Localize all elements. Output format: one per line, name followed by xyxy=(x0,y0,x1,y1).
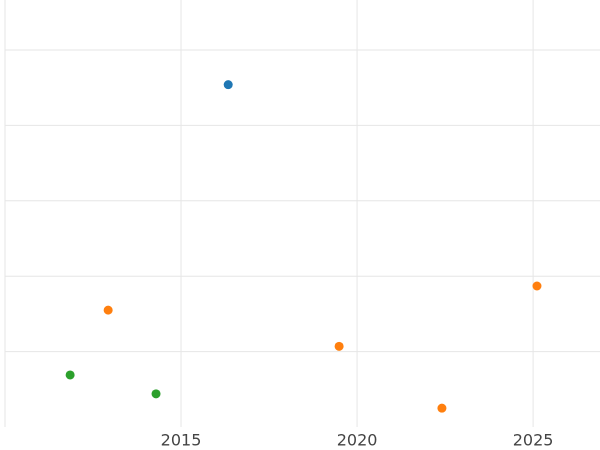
point xyxy=(151,389,161,399)
x-tick-label: 2025 xyxy=(513,431,554,450)
x-tick-label: 2020 xyxy=(337,431,378,450)
point xyxy=(437,403,447,413)
point xyxy=(334,341,344,351)
point xyxy=(223,80,233,90)
point xyxy=(103,305,113,315)
x-tick-label: 2015 xyxy=(161,431,202,450)
point xyxy=(65,370,75,380)
point xyxy=(532,281,542,291)
